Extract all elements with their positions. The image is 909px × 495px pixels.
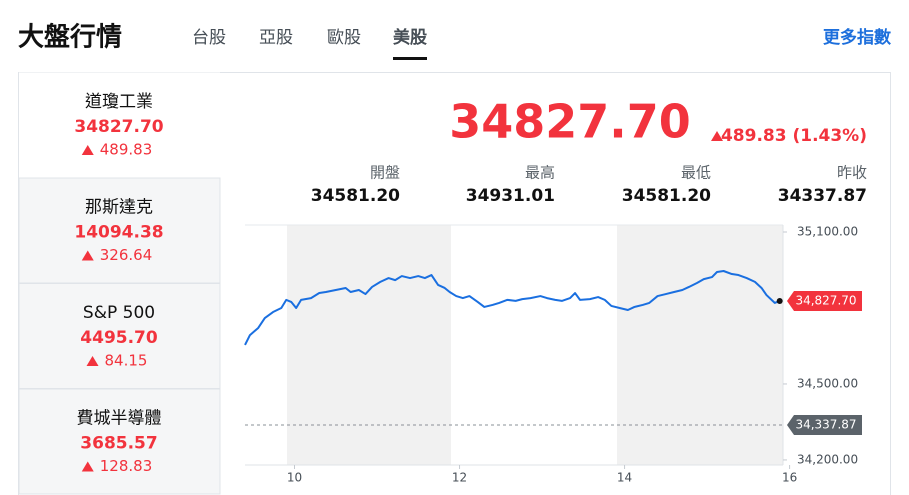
- up-arrow: [86, 356, 99, 366]
- up-arrow: [81, 145, 94, 155]
- index-change: 84.15: [105, 352, 148, 370]
- x-tick-label: 12: [452, 471, 467, 485]
- index-change: 326.64: [100, 246, 153, 264]
- stat-label: 開盤: [370, 164, 400, 182]
- index-price: 3685.57: [80, 434, 157, 454]
- up-arrow: [81, 250, 94, 261]
- stat-value: 34931.01: [466, 186, 555, 206]
- index-price: 34827.70: [74, 117, 163, 137]
- tab[interactable]: 台股: [192, 28, 226, 48]
- session-band: [617, 225, 783, 465]
- index-name: S&P 500: [83, 303, 155, 323]
- marker-label: 34,337.87: [795, 418, 856, 432]
- index-name: 道瓊工業: [85, 92, 153, 112]
- stats: 開盤 34581.20 最高 34931.01 最低 34581.20 昨收 34337.87: [311, 164, 867, 207]
- chart: 34,200.00 34,500.00 35,100.00 10 12 14 16 34,82…: [244, 224, 862, 485]
- x-tick-label: 10: [287, 471, 302, 485]
- index-name: 那斯達克: [85, 198, 153, 218]
- up-arrow: [711, 131, 723, 141]
- up-arrow: [81, 461, 94, 472]
- index-change: 489.83: [100, 141, 153, 159]
- x-tick-label: 14: [617, 471, 632, 485]
- quote-change: 489.83 (1.43%): [721, 126, 867, 146]
- tab[interactable]: 歐股: [327, 28, 361, 48]
- price-line: [244, 270, 781, 346]
- stat-label: 最高: [525, 164, 555, 182]
- last-point: [776, 297, 783, 304]
- index-item[interactable]: [18, 388, 221, 495]
- tab[interactable]: 亞股: [259, 28, 293, 48]
- index-item[interactable]: [19, 72, 220, 178]
- more-link[interactable]: 更多指數: [823, 27, 892, 48]
- index-price: 4495.70: [80, 328, 158, 348]
- stat-value: 34337.87: [778, 186, 867, 206]
- stat-value: 34581.20: [311, 186, 400, 206]
- y-tick-label: 34,500.00: [797, 376, 858, 390]
- index-change: 128.83: [100, 457, 153, 475]
- session-band: [287, 225, 451, 465]
- sidebar: 道瓊工業 34827.70 489.83 那斯達克 14094.38 326.64 S&P …: [18, 72, 221, 495]
- index-name: 費城半導體: [77, 409, 162, 429]
- page-title: 大盤行情: [18, 22, 122, 53]
- stat-label: 最低: [681, 164, 711, 182]
- index-price: 14094.38: [74, 223, 163, 243]
- y-tick-label: 34,200.00: [797, 452, 858, 466]
- quote-price: 34827.70: [449, 95, 691, 149]
- tab-underline: [393, 57, 427, 60]
- stat-value: 34581.20: [622, 186, 711, 206]
- y-tick-label: 35,100.00: [797, 224, 858, 238]
- index-item[interactable]: [18, 177, 221, 284]
- marker-label: 34,827.70: [795, 293, 856, 307]
- tab-bar: 台股 亞股 歐股 美股: [192, 27, 427, 60]
- marker-box: [787, 415, 862, 436]
- marker-box: [787, 290, 862, 311]
- tab[interactable]: 美股: [393, 27, 427, 48]
- stat-label: 昨收: [837, 164, 867, 182]
- x-tick-label: 16: [782, 471, 797, 485]
